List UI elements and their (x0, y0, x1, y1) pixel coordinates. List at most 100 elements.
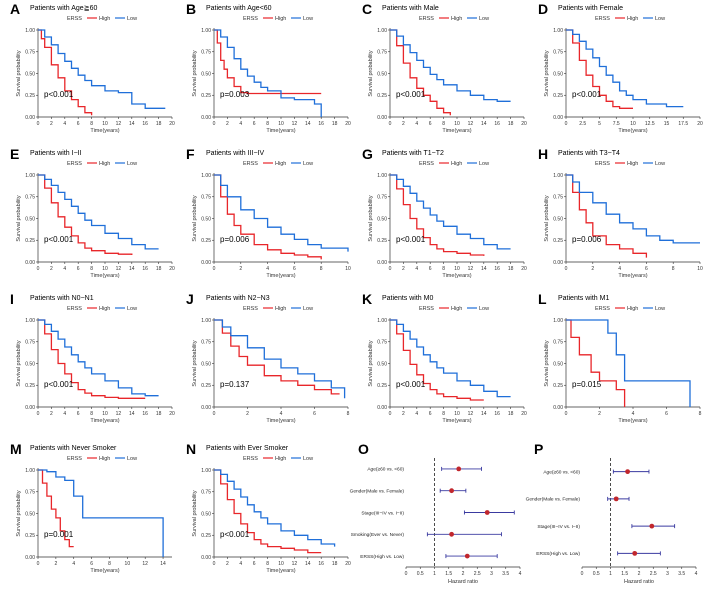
y-tick-label: 0.25 (201, 93, 211, 99)
panel-title: Patients with T1−T2 (382, 150, 444, 157)
x-tick-label: 16 (142, 411, 148, 417)
y-tick-label: 0.75 (201, 50, 211, 56)
y-tick-label: 0.00 (553, 260, 563, 266)
km-curve-low (390, 319, 511, 398)
row-label: Gender(Male vs. Female) (526, 497, 581, 503)
x-tick-label: 1 (433, 571, 436, 577)
x-tick-label: 4 (63, 266, 66, 272)
legend-high-label: High (627, 161, 638, 167)
x-tick-label: 20 (169, 266, 175, 272)
y-tick-label: 0.25 (25, 238, 35, 244)
km-curve-high (566, 29, 633, 109)
y-axis-label: Survival probability (192, 490, 198, 536)
panel-e: E Patients with I−II ERSS High Low 0.00 0.25 0.… (10, 146, 175, 279)
p-value: p<0.001 (396, 235, 426, 244)
x-tick-label: 18 (508, 121, 514, 127)
hr-point (649, 523, 655, 529)
x-tick-label: 16 (494, 121, 500, 127)
x-tick-label: 4 (239, 561, 242, 567)
y-tick-label: 1.00 (25, 468, 35, 474)
y-tick-label: 0.25 (377, 383, 387, 389)
x-tick-label: 0 (37, 561, 40, 567)
y-axis-label: Survival probability (192, 195, 198, 241)
x-tick-label: 4 (632, 411, 635, 417)
x-tick-label: 0 (213, 561, 216, 567)
x-tick-label: 14 (129, 121, 135, 127)
x-tick-label: 6 (429, 121, 432, 127)
legend-low-label: Low (479, 16, 489, 22)
x-tick-label: 16 (142, 121, 148, 127)
row-label: Age(≥60 vs. <60) (543, 469, 580, 475)
x-tick-label: 4 (63, 121, 66, 127)
x-tick-label: 16 (318, 121, 324, 127)
x-tick-label: 14 (305, 121, 311, 127)
y-tick-label: 1.00 (553, 28, 563, 34)
x-tick-label: 10 (102, 411, 108, 417)
x-tick-label: 0 (565, 121, 568, 127)
y-tick-label: 0.00 (25, 260, 35, 266)
x-tick-label: 6 (253, 121, 256, 127)
y-axis-label: Survival probability (544, 50, 550, 96)
row-label: Gender(Male vs. Female) (350, 489, 405, 495)
y-tick-label: 0.75 (377, 50, 387, 56)
legend-high-label: High (627, 16, 638, 22)
y-tick-label: 0.75 (201, 490, 211, 496)
x-tick-label: 0.5 (593, 571, 600, 577)
y-tick-label: 0.50 (377, 216, 387, 222)
y-tick-label: 0.00 (201, 115, 211, 121)
y-tick-label: 0.25 (377, 238, 387, 244)
p-value: p=0.006 (572, 235, 602, 244)
panel-title: Patients with Female (558, 5, 623, 12)
x-tick-label: 8 (442, 266, 445, 272)
x-tick-label: 12.5 (645, 121, 655, 127)
y-tick-label: 0.50 (201, 361, 211, 367)
y-tick-label: 0.50 (25, 361, 35, 367)
legend-title: ERSS (419, 16, 434, 22)
x-tick-label: 2 (50, 121, 53, 127)
x-tick-label: 0 (213, 266, 216, 272)
hr-point (464, 553, 470, 559)
panel-letter: L (538, 291, 547, 307)
y-axis-label: Survival probability (368, 195, 374, 241)
x-tick-label: 8 (442, 121, 445, 127)
km-curve-high (38, 469, 74, 548)
p-value: p=0.137 (220, 380, 250, 389)
legend-low-label: Low (479, 161, 489, 167)
panel-b: B Patients with Age<60 ERSS High Low 0.00 0.25… (186, 1, 351, 134)
legend-high-label: High (275, 16, 286, 22)
km-curve-low (214, 319, 346, 399)
x-tick-label: 2.5 (474, 571, 481, 577)
x-tick-label: 6 (645, 266, 648, 272)
panel-title: Patients with Age≧60 (30, 5, 97, 12)
legend-title: ERSS (595, 306, 610, 312)
km-curve-high (390, 319, 484, 401)
x-tick-label: 6 (293, 266, 296, 272)
y-tick-label: 0.75 (377, 340, 387, 346)
p-value: p<0.001 (396, 90, 426, 99)
legend-title: ERSS (67, 161, 82, 167)
panel-title: Patients with M1 (558, 295, 609, 302)
x-tick-label: 20 (521, 411, 527, 417)
x-tick-label: 2 (54, 561, 57, 567)
legend-low-label: Low (303, 306, 313, 312)
km-curve-low (38, 469, 164, 557)
x-tick-label: 0 (389, 411, 392, 417)
row-label: Smoking(Ever vs. Never) (351, 532, 405, 538)
x-tick-label: 4 (280, 411, 283, 417)
y-tick-label: 0.00 (201, 405, 211, 411)
panel-letter: O (358, 441, 369, 457)
panel-k: K Patients with M0 ERSS High Low 0.00 0.25 0.50… (362, 291, 527, 424)
legend-low-label: Low (127, 306, 137, 312)
x-tick-label: 12 (116, 121, 122, 127)
panel-m: M Patients with Never Smoker ERSS High Low 0.… (10, 441, 172, 574)
panel-title: Patients with Male (382, 5, 439, 12)
y-tick-label: 1.00 (553, 173, 563, 179)
p-value: p<0.001 (396, 380, 426, 389)
x-tick-label: 0 (405, 571, 408, 577)
y-axis-label: Survival probability (544, 195, 550, 241)
panel-l: L Patients with M1 ERSS High Low 0.00 0.25 0.50… (538, 291, 702, 424)
hr-point (449, 488, 454, 494)
y-tick-label: 0.50 (201, 511, 211, 517)
y-tick-label: 1.00 (201, 318, 211, 324)
y-tick-label: 0.75 (25, 340, 35, 346)
